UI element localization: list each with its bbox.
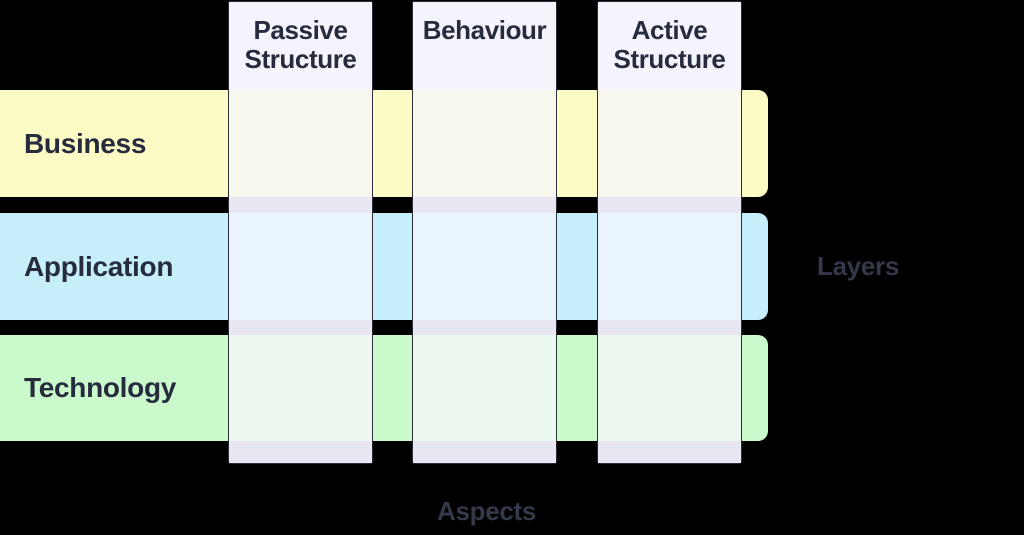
aspect-column-behaviour: Behaviour — [412, 1, 557, 464]
column-header-label: Behaviour — [422, 15, 547, 45]
cell-active-technology — [598, 335, 741, 441]
column-tail — [413, 441, 556, 463]
cell-behaviour-application — [413, 213, 556, 320]
cell-active-application — [598, 213, 741, 320]
column-header-label: Active Structure — [613, 15, 726, 74]
column-header-label: Passive Structure — [244, 15, 357, 74]
column-gap — [413, 320, 556, 335]
column-gap — [598, 197, 741, 213]
column-gap — [413, 197, 556, 213]
column-gap — [229, 320, 372, 335]
cell-behaviour-business — [413, 90, 556, 197]
cell-passive-application — [229, 213, 372, 320]
column-gap — [229, 197, 372, 213]
column-gap — [598, 320, 741, 335]
axis-label-layers: Layers — [817, 251, 900, 281]
aspect-column-passive-structure: Passive Structure — [228, 1, 373, 464]
layer-label-business: Business — [24, 127, 147, 159]
column-header-behaviour: Behaviour — [413, 2, 556, 90]
layer-label-application: Application — [24, 250, 174, 282]
column-header-active-structure: Active Structure — [598, 2, 741, 90]
column-header-passive-structure: Passive Structure — [229, 2, 372, 90]
cell-passive-business — [229, 90, 372, 197]
cell-passive-technology — [229, 335, 372, 441]
column-tail — [598, 441, 741, 463]
cell-behaviour-technology — [413, 335, 556, 441]
column-tail — [229, 441, 372, 463]
aspect-column-active-structure: Active Structure — [597, 1, 742, 464]
cell-active-business — [598, 90, 741, 197]
layer-label-technology: Technology — [24, 372, 177, 403]
axis-label-aspects: Aspects — [437, 496, 537, 526]
